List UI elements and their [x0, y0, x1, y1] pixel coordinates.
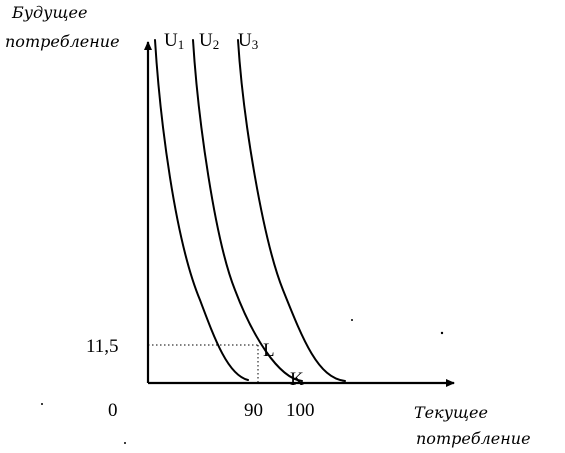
- indifference-curve-u2: [192, 39, 303, 382]
- y-axis-title-line1: Будущее: [11, 3, 87, 22]
- curve-label-u3: U3: [238, 30, 258, 52]
- point-label-l: L: [263, 340, 275, 361]
- scan-speck: [440, 331, 444, 335]
- scan-speck: [351, 319, 353, 321]
- y-tick-label-11-5: 11,5: [86, 336, 119, 357]
- origin-label: 0: [108, 400, 118, 421]
- x-tick-label-100: 100: [286, 400, 315, 421]
- y-axis-title-line2: потребление: [5, 32, 120, 51]
- indifference-curve-u3: [237, 39, 346, 382]
- scan-speck: [124, 442, 126, 444]
- point-label-k: K: [290, 369, 304, 390]
- x-axis-title-line1: Текущее: [414, 403, 488, 422]
- curve-label-u2: U2: [199, 30, 219, 52]
- x-axis-title-line2: потребление: [416, 429, 531, 448]
- curve-label-u1: U1: [164, 30, 184, 52]
- scan-speck: [41, 403, 43, 405]
- indifference-curve-u1: [154, 39, 249, 381]
- x-tick-label-90: 90: [244, 400, 263, 421]
